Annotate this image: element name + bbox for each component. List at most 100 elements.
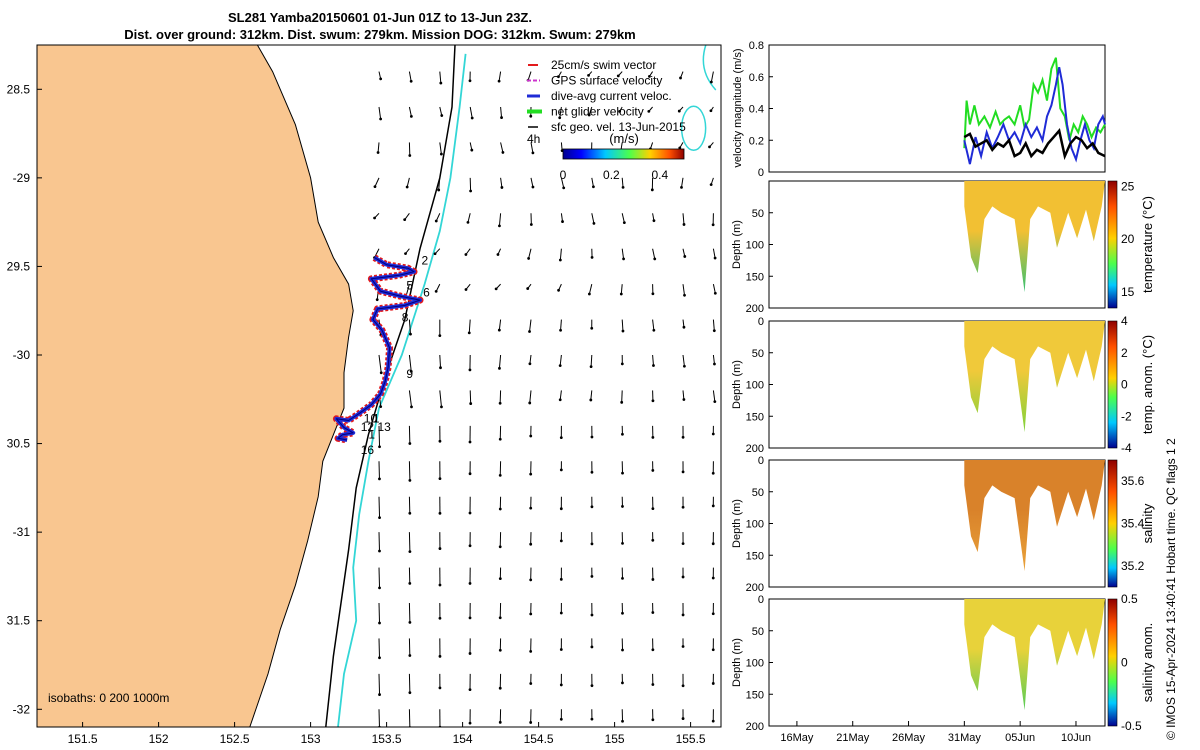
arrow-head: [558, 116, 562, 120]
velocity-arrow: [374, 177, 380, 187]
y-tick-label: 0: [758, 167, 764, 179]
velocity-arrow: [559, 248, 562, 261]
y-tick-label: -29: [13, 171, 31, 185]
colorbar-label: temp. anom. (°C): [1140, 335, 1155, 434]
velocity-arrow: [498, 71, 502, 82]
arrow-head: [621, 681, 624, 685]
arrow-head: [651, 292, 655, 296]
velocity-arrow: [408, 354, 412, 372]
arrow-head: [527, 257, 531, 260]
arrow-head: [469, 189, 473, 193]
isobath-1000m: [337, 53, 467, 727]
velocity-arrow: [590, 354, 593, 367]
velocity-arrow: [527, 71, 532, 81]
map-frame: [36, 44, 722, 728]
x-tick-label: 154: [453, 732, 473, 746]
arrow-head: [681, 470, 685, 474]
arrow-head: [531, 151, 535, 155]
arrow-head: [589, 365, 593, 369]
velocity-arrow: [378, 567, 381, 588]
velocity-arrow: [682, 354, 685, 367]
arrow-head: [681, 505, 685, 509]
arrow-head: [437, 188, 441, 192]
track-day-label: 9: [406, 367, 413, 381]
arrow-head: [681, 613, 685, 617]
arrow-head: [501, 151, 505, 154]
arrow-head: [682, 325, 686, 329]
colorbar-tick-label: 0: [1121, 656, 1128, 670]
arrow-head: [498, 648, 502, 652]
arrow-head: [466, 220, 470, 224]
velocity-arrow: [498, 319, 502, 331]
colorbar-tick-label: -2: [1121, 409, 1132, 423]
arrow-head: [682, 398, 686, 401]
arrow-head: [375, 298, 379, 302]
y-tick-label: 29.5: [7, 259, 31, 273]
section-colorbar: [1107, 320, 1118, 449]
arrow-head: [438, 616, 442, 620]
arrow-head: [557, 288, 560, 292]
arrow-head: [468, 440, 472, 444]
arrow-head: [559, 648, 563, 651]
velocity-arrow: [467, 213, 471, 223]
arrow-head: [403, 218, 407, 222]
arrow-head: [498, 437, 502, 441]
arrow-head: [468, 544, 472, 548]
arrow-head: [379, 405, 383, 409]
arrow-head: [464, 288, 468, 291]
arrow-head: [682, 364, 686, 368]
velocity-arrow: [378, 354, 382, 373]
section-data-fill: [964, 181, 1105, 293]
arrow-head: [713, 291, 717, 295]
velocity-arrow: [652, 319, 655, 331]
arrow-head: [378, 693, 381, 696]
velocity-arrow: [378, 673, 381, 695]
arrow-head: [440, 405, 443, 409]
velocity-arrow: [652, 354, 654, 366]
section-ylabel: Depth (m): [731, 499, 743, 548]
arrow-head: [711, 471, 715, 475]
isobath-200m: [325, 45, 456, 727]
y-tick-label: 100: [746, 519, 764, 531]
x-tick-label: 154.5: [524, 732, 554, 746]
x-tick-label: 26May: [892, 732, 926, 744]
colorbar-tick-label: 4: [1121, 314, 1128, 328]
y-tick-label: 50: [752, 208, 764, 220]
arrow-head: [590, 435, 594, 439]
y-tick-label: 50: [752, 348, 764, 360]
x-tick-label: 155: [605, 732, 625, 746]
x-tick-label: 31May: [948, 732, 982, 744]
arrow-head: [590, 326, 594, 330]
arrow-head: [590, 684, 594, 688]
legend-entry: sfc geo. vel. 13-Jun-2015: [551, 120, 686, 134]
arrow-head: [434, 289, 438, 293]
arrow-head: [682, 223, 686, 226]
y-tick-label: 200: [746, 303, 764, 315]
y-tick-label: 28.5: [7, 82, 31, 96]
arrow-head: [497, 328, 501, 332]
x-tick-label: 10Jun: [1061, 732, 1091, 744]
velocity-ylabel: velocity magnitude (m/s): [732, 48, 744, 167]
velocity-arrow: [378, 496, 381, 518]
arrow-head: [438, 583, 442, 587]
velocity-arrow: [498, 354, 502, 369]
arrow-head: [439, 152, 443, 156]
y-tick-label: 150: [746, 689, 764, 701]
arrow-head: [529, 612, 533, 616]
arrow-head: [590, 613, 594, 617]
arrow-head: [558, 398, 562, 402]
colorbar-label: salinity anom.: [1140, 623, 1155, 702]
arrow-head: [409, 369, 413, 373]
track-day-label: 13: [377, 420, 391, 434]
arrow-head: [404, 252, 407, 256]
arrow-head: [651, 718, 655, 722]
colorbar-tick-label: 35.2: [1121, 559, 1145, 573]
colorbar-tick-label: 25: [1121, 179, 1135, 193]
velocity-arrow: [439, 354, 442, 368]
arrow-head: [408, 620, 412, 624]
velocity-panel: 0 0.2 0.4 0.6 0.8 velocity magnitude (m/s): [732, 40, 1106, 179]
arrow-head: [529, 434, 533, 438]
arrow-head: [557, 75, 560, 78]
arrow-head: [468, 79, 472, 83]
